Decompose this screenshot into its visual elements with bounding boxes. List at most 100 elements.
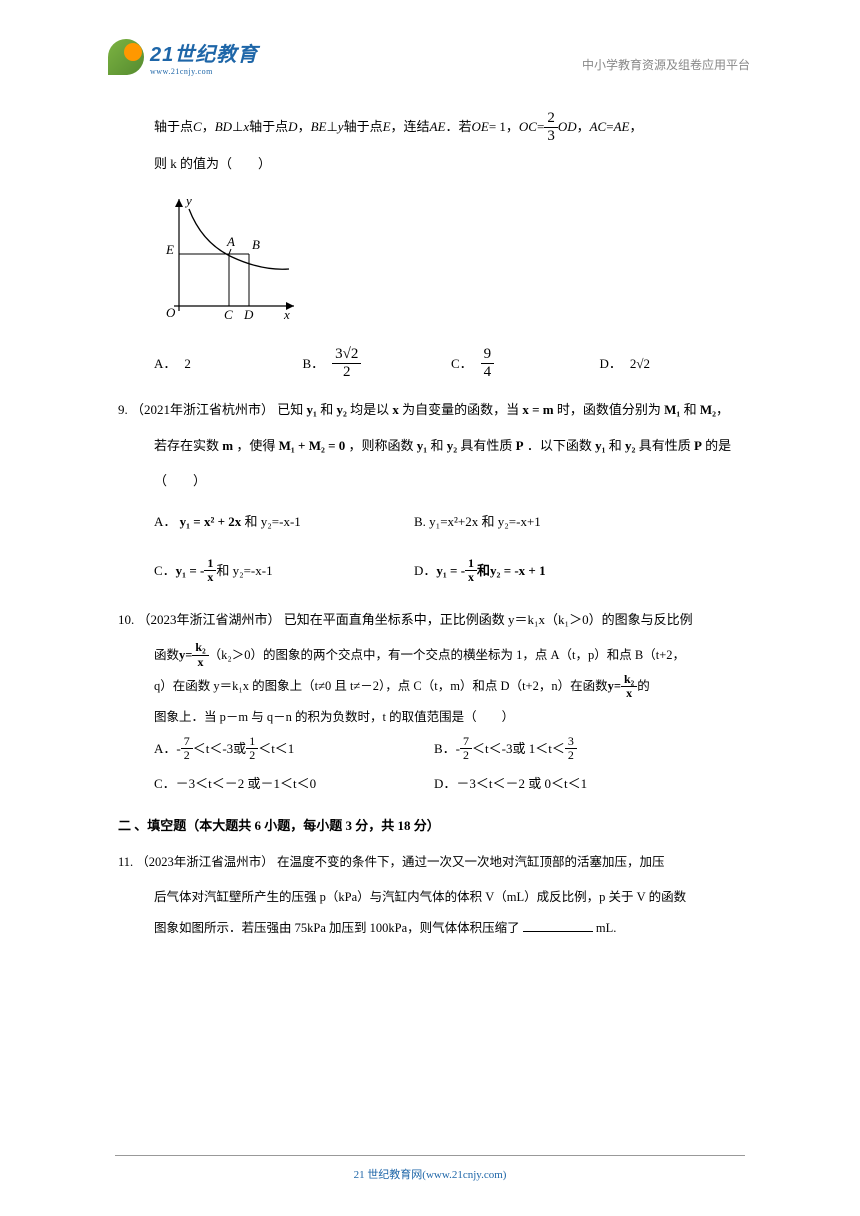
q8-line1: 轴于点 C ， BD ⊥ x 轴于点 D ， BE ⊥ y 轴于点 E ，连结 … — [154, 110, 748, 144]
t: 的 — [637, 671, 650, 702]
d: x — [623, 687, 635, 700]
t: BE — [311, 111, 327, 142]
t: 为自变量的函数，当 — [402, 402, 519, 417]
num: 3√2 — [332, 346, 361, 364]
frac: 1 2 — [246, 735, 258, 762]
t: ⊥ — [326, 111, 337, 142]
fraction: 3√2 2 — [332, 346, 361, 380]
t: ＜t＜-3或 — [193, 733, 246, 764]
n: 7 — [181, 735, 193, 749]
t: 已知在平面直角坐标系中，正比例函数 y＝k₁x（k₁＞0）的图象与反比例 — [284, 612, 693, 627]
lbl-A: A — [226, 234, 235, 249]
fill-blank[interactable] — [523, 918, 593, 932]
frac: 3 2 — [565, 735, 577, 762]
d: 2 — [565, 749, 577, 762]
lbl: B. — [414, 514, 426, 529]
opt-label: A． — [154, 348, 176, 379]
t: 均是以 — [350, 402, 389, 417]
t: y₁ = x² + 2x — [180, 514, 242, 529]
d: x — [195, 656, 207, 669]
lbl: B． — [434, 733, 456, 764]
lbl-E: E — [165, 242, 174, 257]
t: 在温度不变的条件下，通过一次又一次地对汽缸顶部的活塞加压，加压 — [277, 855, 665, 869]
q9-row2: C． y₁ = - 1 x 和 y₂=-x-1 D． y₁ = - 1 x 和 — [154, 555, 748, 586]
lbl-y: y — [184, 193, 192, 208]
q9-line1: 9. （2021年浙江省杭州市） 已知 y₁ 和 y₂ 均是以 x 为自变量的函… — [118, 394, 748, 425]
q10-body: 函数 y= k₂ x （k₂＞0）的图象的两个交点中，有一个交点的横坐标为 1，… — [154, 640, 748, 734]
page-footer: 21 世纪教育网(www.21cnjy.com) — [0, 1155, 860, 1182]
q8-line2: 则 k 的值为（ ） — [154, 148, 748, 179]
t: AE — [614, 111, 630, 142]
q10-opt-c: C． －3＜t＜－2 或－1＜t＜0 — [154, 768, 434, 799]
t: P — [516, 438, 524, 453]
q10-options: A． - 7 2 ＜t＜-3或 1 2 ＜t＜1 B． - — [154, 733, 748, 799]
q11: 11. （2023年浙江省温州市） 在温度不变的条件下，通过一次又一次地对汽缸顶… — [118, 847, 748, 945]
q-src: （2023年浙江省湖州市） — [138, 612, 281, 627]
q9-line2: 若存在实数 m ，使得 M₁ + M₂ = 0 ，则称函数 y₁ 和 y₂ 具有… — [154, 430, 748, 461]
content-area: 轴于点 C ， BD ⊥ x 轴于点 D ， BE ⊥ y 轴于点 E ，连结 … — [118, 110, 748, 945]
t: ，连结 — [391, 111, 430, 142]
page-header: 21世纪教育 www.21cnjy.com 中小学教育资源及组卷应用平台 — [0, 38, 860, 88]
frac: 7 2 — [181, 735, 193, 762]
q10-row1: A． - 7 2 ＜t＜-3或 1 2 ＜t＜1 B． - — [154, 733, 748, 764]
q9-opt-c: C． y₁ = - 1 x 和 y₂=-x-1 — [154, 555, 414, 586]
lbl-D: D — [243, 307, 254, 321]
footer-text: 21 世纪教育网(www.21cnjy.com) — [354, 1169, 507, 1181]
t: 和 — [320, 402, 333, 417]
t: y= — [608, 671, 621, 702]
t: ， — [298, 111, 311, 142]
t: 的是 — [705, 438, 731, 453]
t: y₁ — [307, 402, 317, 417]
q11-line1: 11. （2023年浙江省温州市） 在温度不变的条件下，通过一次又一次地对汽缸顶… — [118, 847, 748, 878]
t: 轴于点 — [154, 111, 193, 142]
t: = — [606, 111, 613, 142]
q8-opt-b: B． 3√2 2 — [303, 346, 452, 380]
lbl: D． — [414, 555, 436, 586]
q11-line3: 图象如图所示．若压强由 75kPa 加压到 100kPa，则气体体积压缩了 mL… — [154, 913, 748, 944]
n: k₂ — [621, 673, 637, 687]
q9-opt-a: A． y₁ = x² + 2x 和 y₂=-x-1 — [154, 506, 414, 537]
opt-val: 2 — [184, 348, 191, 379]
q10-row2: C． －3＜t＜－2 或－1＜t＜0 D． －3＜t＜－2 或 0＜t＜1 — [154, 768, 748, 799]
t: OE — [471, 111, 488, 142]
q10-opt-a: A． - 7 2 ＜t＜-3或 1 2 ＜t＜1 — [154, 733, 434, 764]
den: 2 — [340, 364, 354, 381]
t: y₂ — [625, 438, 635, 453]
t: BD — [215, 111, 232, 142]
frac: 1 x — [204, 557, 216, 584]
q-num: 11. — [118, 855, 133, 869]
den: 3 — [544, 128, 558, 145]
q8-opt-d: D． 2√2 — [600, 346, 749, 380]
lbl-B: B — [252, 237, 260, 252]
opt-label: B． — [303, 348, 325, 379]
q-num: 9. — [118, 402, 128, 417]
q9: 9. （2021年浙江省杭州市） 已知 y₁ 和 y₂ 均是以 x 为自变量的函… — [118, 394, 748, 586]
t: E — [383, 111, 391, 142]
num: 9 — [481, 346, 495, 364]
t: x = m — [522, 402, 553, 417]
t: ⊥ — [232, 111, 243, 142]
t: ， — [577, 111, 590, 142]
logo-main-text: 21世纪教育 — [150, 38, 258, 67]
q9-options: A． y₁ = x² + 2x 和 y₂=-x-1 B. y₁=x²+2x 和 … — [154, 506, 748, 586]
n: 1 — [246, 735, 258, 749]
lbl: C． — [154, 555, 176, 586]
q10-opt-b: B． - 7 2 ＜t＜-3或 1＜t＜ 3 2 — [434, 733, 714, 764]
t: AC — [590, 111, 607, 142]
n: 3 — [565, 735, 577, 749]
q9-opt-d: D． y₁ = - 1 x 和 y₂ = -x + 1 — [414, 555, 674, 586]
q10-line3: q）在函数 y＝k₁x 的图象上（t≠0 且 t≠－2），点 C（t，m）和点 … — [154, 671, 748, 702]
t: D — [288, 111, 297, 142]
t: 函数 — [154, 640, 179, 671]
t: （k₂＞0）的图象的两个交点中，有一个交点的横坐标为 1，点 A（t，p）和点 … — [209, 640, 685, 671]
lbl-O: O — [166, 305, 176, 320]
footer-divider — [115, 1155, 745, 1156]
t: 时，函数值分别为 — [557, 402, 661, 417]
t: ＜t＜-3或 1＜t＜ — [472, 733, 565, 764]
t: m — [222, 438, 233, 453]
t: y₁ — [417, 438, 427, 453]
logo-sub-text: www.21cnjy.com — [150, 67, 258, 76]
header-right-text: 中小学教育资源及组卷应用平台 — [582, 56, 750, 73]
t: y₂ = -x + 1 — [490, 555, 546, 586]
n: 7 — [460, 735, 472, 749]
